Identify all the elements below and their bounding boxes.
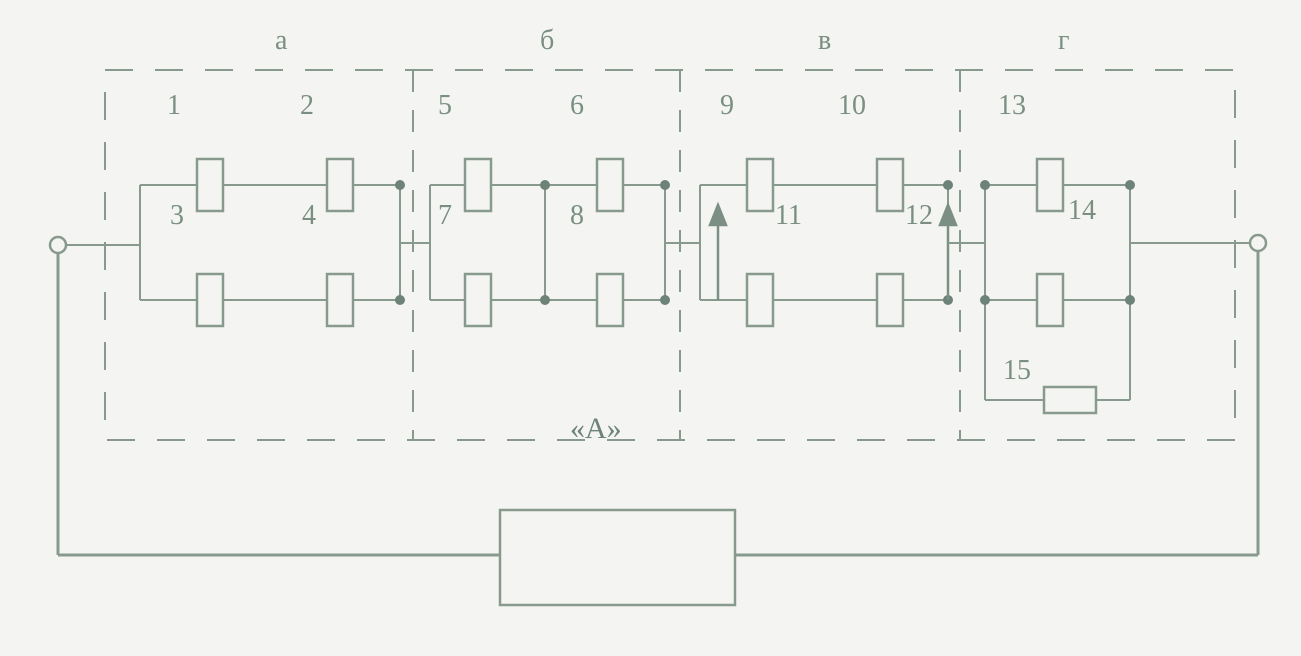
resistor-15 — [1044, 387, 1096, 413]
resistor-11 — [747, 274, 773, 326]
resistor-10 — [877, 159, 903, 211]
circuit-canvas: а б в г 1 2 3 4 5 6 7 8 9 10 11 12 13 14… — [0, 0, 1301, 656]
arrow-11 — [710, 205, 726, 300]
resistor-13 — [1037, 159, 1063, 211]
resistor-9 — [747, 159, 773, 211]
box-A-outline — [105, 70, 1235, 440]
block-B — [500, 510, 735, 605]
resistor-4 — [327, 274, 353, 326]
resistor-2 — [327, 159, 353, 211]
resistor-12 — [877, 274, 903, 326]
terminal-right — [1250, 235, 1266, 251]
terminal-left — [50, 237, 66, 253]
resistor-7 — [465, 274, 491, 326]
circuit-svg — [0, 0, 1301, 656]
resistor-6 — [597, 159, 623, 211]
resistor-14 — [1037, 274, 1063, 326]
resistor-5 — [465, 159, 491, 211]
resistor-3 — [197, 274, 223, 326]
arrow-12 — [940, 205, 956, 300]
resistor-8 — [597, 274, 623, 326]
resistor-1 — [197, 159, 223, 211]
